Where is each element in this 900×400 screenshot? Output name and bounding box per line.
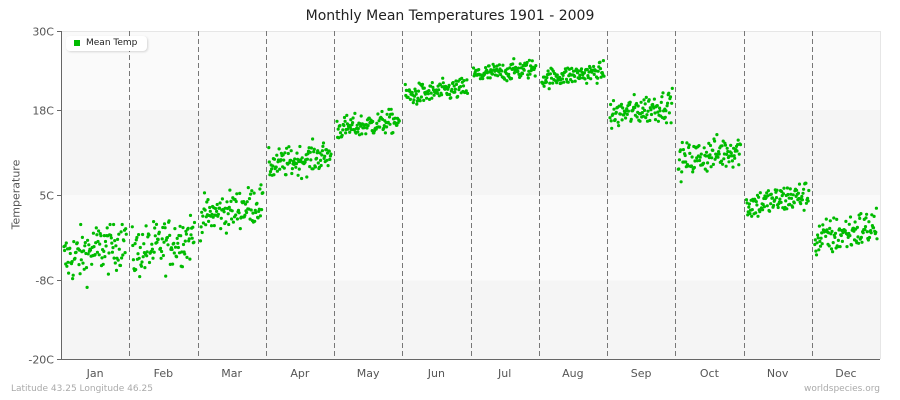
legend: Mean Temp (66, 36, 148, 51)
y-tick-label: 18C (32, 105, 54, 118)
location-caption: Latitude 43.25 Longitude 46.25 (11, 384, 153, 394)
x-tick-label: Dec (835, 367, 856, 380)
background-band (61, 109, 880, 195)
x-tick-label: Sep (631, 367, 652, 380)
x-tick-label: Jul (497, 367, 511, 380)
x-tick-label: Nov (767, 367, 789, 380)
legend-swatch-icon (74, 40, 80, 46)
background-band (61, 280, 880, 359)
background-band (61, 31, 880, 110)
x-tick-label: Apr (290, 367, 310, 380)
y-tick-label: -20C (28, 354, 54, 367)
data-points (62, 57, 879, 289)
x-tick-label: Mar (221, 367, 242, 380)
y-tick-label: -8C (35, 275, 54, 288)
y-tick-label: 5C (39, 190, 54, 203)
x-tick-label: Jun (427, 367, 445, 380)
x-tick-label: Oct (700, 367, 720, 380)
x-tick-label: Feb (154, 367, 173, 380)
x-tick-label: Aug (562, 367, 583, 380)
y-tick-label: 30C (32, 26, 54, 39)
x-tick-label: May (357, 367, 380, 380)
x-tick-label: Jan (86, 367, 104, 380)
legend-label: Mean Temp (86, 38, 138, 48)
chart-title: Monthly Mean Temperatures 1901 - 2009 (305, 8, 595, 24)
source-caption: worldspecies.org (803, 384, 880, 394)
background-band (61, 195, 880, 281)
